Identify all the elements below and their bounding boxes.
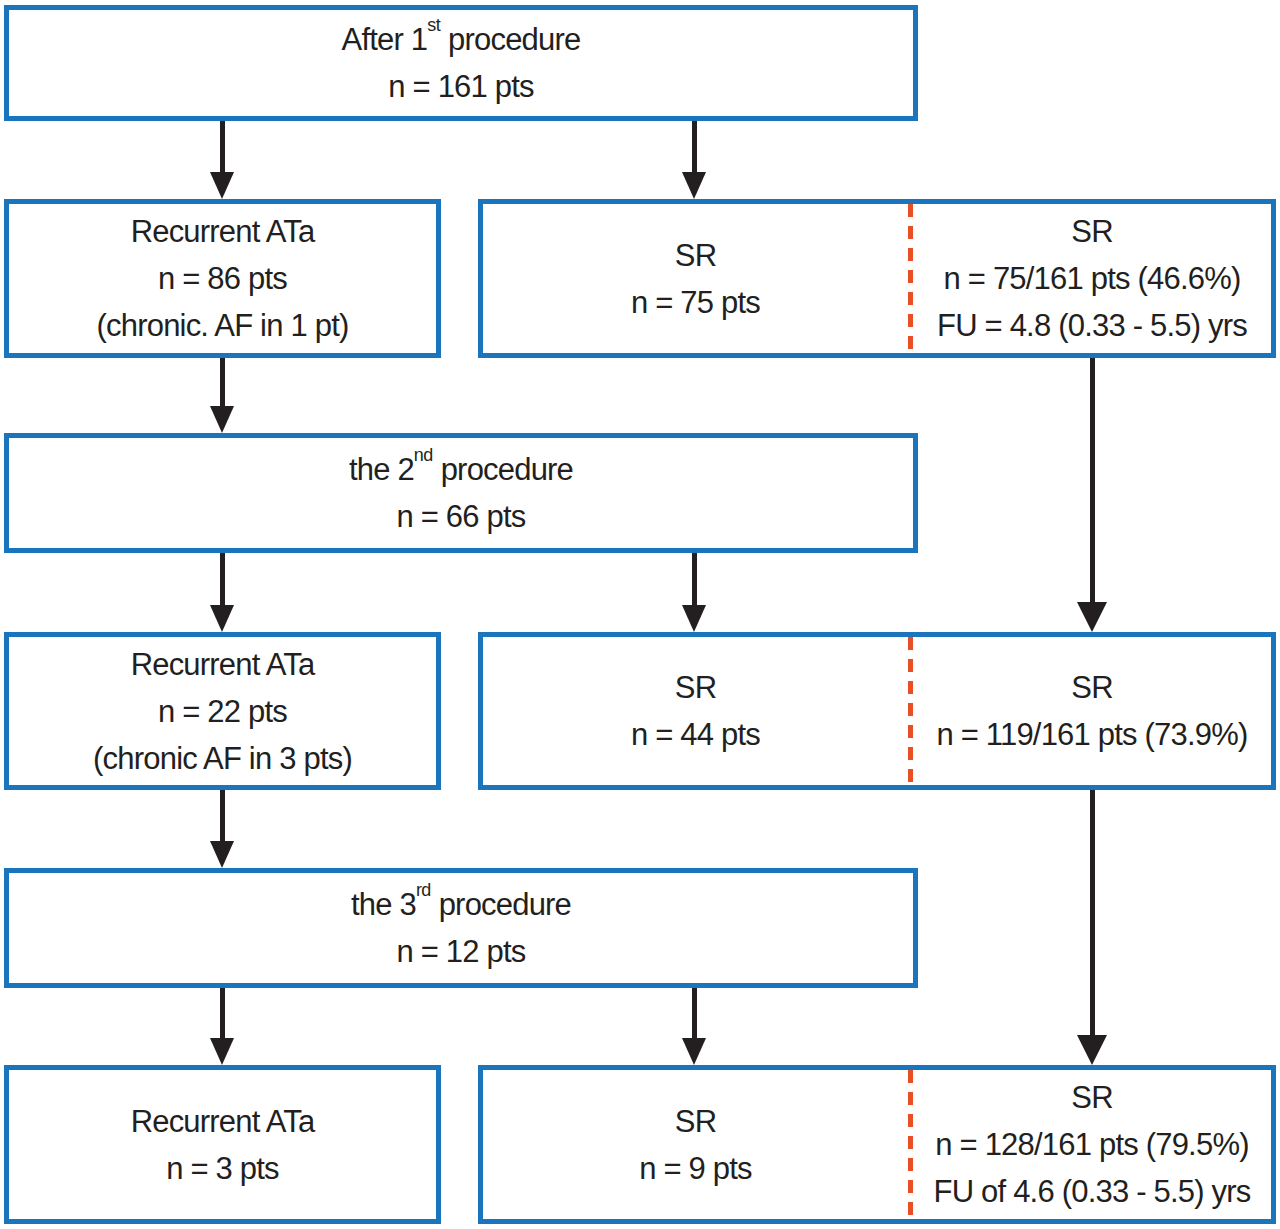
arrow-proc2-to-sr2 (681, 553, 707, 632)
flowchart: After 1st procedure n = 161 pts Recurren… (0, 0, 1280, 1229)
title-text: procedure (440, 22, 580, 57)
title-superscript: st (427, 15, 440, 35)
sr-label: SR (1071, 664, 1112, 711)
arrow-head (210, 1038, 234, 1065)
note-text: (chronic AF in 3 pts) (93, 735, 352, 782)
followup-text: FU = 4.8 (0.33 - 5.5) yrs (937, 302, 1247, 349)
note-text: (chronic. AF in 1 pt) (97, 302, 349, 349)
sr-label: SR (675, 1098, 716, 1145)
sr-label: SR (675, 232, 716, 279)
section-sr-cumulative-3: SR n = 128/161 pts (79.5%) FU of 4.6 (0.… (913, 1070, 1271, 1219)
box-recurrent-ata-2: Recurrent ATa n = 22 pts (chronic AF in … (4, 632, 441, 790)
arrow-shaft (220, 121, 225, 175)
title-text: After 1 (342, 22, 428, 57)
box-sr-after-2nd: SR n = 44 pts SR n = 119/161 pts (73.9%) (478, 632, 1276, 790)
patient-count: n = 75 pts (631, 279, 760, 326)
section-sr-current-2: SR n = 44 pts (483, 637, 908, 785)
arrow-shaft (220, 790, 225, 844)
arrow-shaft (1090, 358, 1095, 605)
patient-count: n = 22 pts (158, 688, 287, 735)
box-title: Recurrent ATa (131, 208, 315, 255)
arrow-shaft (220, 988, 225, 1041)
box-3rd-procedure: the 3rd procedure n = 12 pts (4, 868, 918, 988)
title-text: procedure (433, 452, 573, 487)
arrow-head (210, 841, 234, 868)
box-title: Recurrent ATa (131, 1098, 315, 1145)
patient-count: n = 128/161 pts (79.5%) (935, 1121, 1248, 1168)
box-sr-after-3rd: SR n = 9 pts SR n = 128/161 pts (79.5%) … (478, 1065, 1276, 1224)
box-2nd-procedure: the 2nd procedure n = 66 pts (4, 433, 918, 553)
box-title: the 2nd procedure (349, 446, 573, 493)
title-text: the 3 (351, 887, 416, 922)
arrow-head (1077, 602, 1107, 632)
patient-count: n = 3 pts (166, 1145, 279, 1192)
arrow-recurrent1-to-proc2 (209, 358, 235, 433)
arrow-head (210, 605, 234, 632)
arrow-shaft (220, 358, 225, 409)
arrow-shaft (220, 553, 225, 608)
arrow-head (1077, 1035, 1107, 1065)
arrow-shaft (692, 553, 697, 608)
arrow-head (682, 1038, 706, 1065)
box-recurrent-ata-1: Recurrent ATa n = 86 pts (chronic. AF in… (4, 199, 441, 358)
box-title: Recurrent ATa (131, 641, 315, 688)
sr-label: SR (1071, 1074, 1112, 1121)
patient-count: n = 9 pts (639, 1145, 752, 1192)
arrow-proc3-to-sr3 (681, 988, 707, 1065)
arrow-shaft (692, 121, 697, 175)
title-text: procedure (431, 887, 571, 922)
followup-text: FU of 4.6 (0.33 - 5.5) yrs (934, 1168, 1251, 1215)
box-title: the 3rd procedure (351, 881, 571, 928)
arrow-cumulative1-to-sr2 (1077, 358, 1107, 632)
patient-count: n = 86 pts (158, 255, 287, 302)
section-sr-current-3: SR n = 9 pts (483, 1070, 908, 1219)
arrow-shaft (1090, 790, 1095, 1038)
sr-label: SR (675, 664, 716, 711)
patient-count: n = 12 pts (396, 928, 525, 975)
arrow-proc2-to-recurrent2 (209, 553, 235, 632)
title-text: the 2 (349, 452, 414, 487)
arrow-proc1-to-sr1 (681, 121, 707, 199)
title-superscript: rd (416, 880, 431, 900)
box-title: After 1st procedure (342, 16, 581, 63)
arrow-head (210, 406, 234, 433)
box-recurrent-ata-3: Recurrent ATa n = 3 pts (4, 1065, 441, 1224)
box-sr-after-1st: SR n = 75 pts SR n = 75/161 pts (46.6%) … (478, 199, 1276, 358)
section-sr-cumulative-1: SR n = 75/161 pts (46.6%) FU = 4.8 (0.33… (913, 204, 1271, 353)
arrow-head (210, 172, 234, 199)
patient-count: n = 75/161 pts (46.6%) (944, 255, 1241, 302)
arrow-shaft (692, 988, 697, 1041)
patient-count: n = 161 pts (388, 63, 533, 110)
arrow-head (682, 605, 706, 632)
arrow-cumulative2-to-sr3 (1077, 790, 1107, 1065)
box-after-1st-procedure: After 1st procedure n = 161 pts (4, 5, 918, 121)
arrow-proc3-to-recurrent3 (209, 988, 235, 1065)
title-superscript: nd (414, 445, 433, 465)
arrow-head (682, 172, 706, 199)
section-sr-current-1: SR n = 75 pts (483, 204, 908, 353)
arrow-proc1-to-recurrent1 (209, 121, 235, 199)
patient-count: n = 44 pts (631, 711, 760, 758)
patient-count: n = 119/161 pts (73.9%) (936, 711, 1247, 758)
section-sr-cumulative-2: SR n = 119/161 pts (73.9%) (913, 637, 1271, 785)
sr-label: SR (1071, 208, 1112, 255)
patient-count: n = 66 pts (396, 493, 525, 540)
arrow-recurrent2-to-proc3 (209, 790, 235, 868)
